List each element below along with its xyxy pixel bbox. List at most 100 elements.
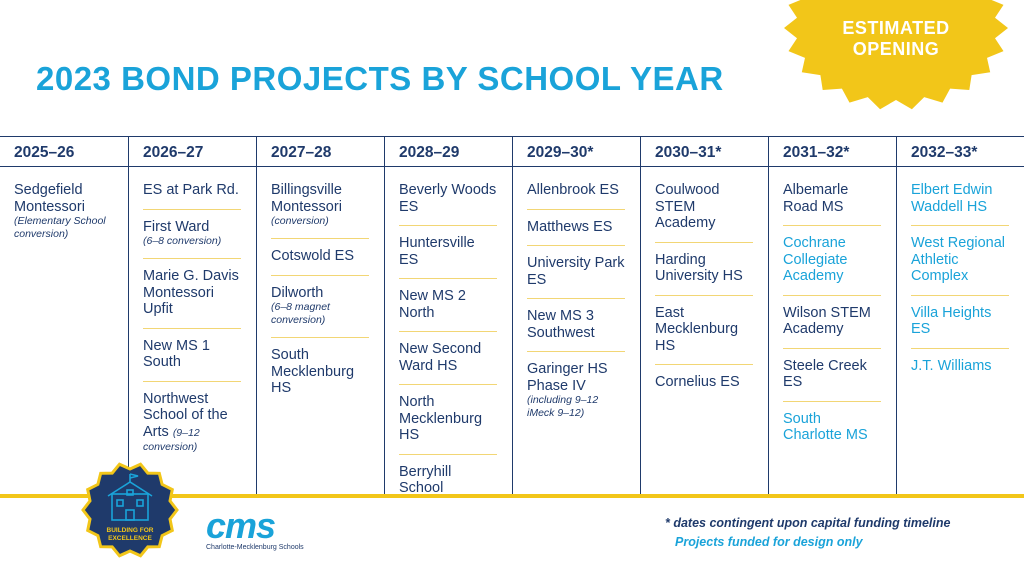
project-name: University Park ES (527, 255, 625, 288)
project-item: Steele Creek ES (783, 358, 881, 402)
project-list: Sedgefield Montessori (Elementary School … (14, 182, 112, 260)
project-item: J.T. Williams (911, 358, 1009, 385)
project-name: Beverly Woods ES (399, 182, 497, 215)
building-for-excellence-seal: BUILDING FOR EXCELLENCE (80, 460, 180, 560)
project-name-text: North Mecklenburg HS (399, 394, 483, 443)
year-header: 2025–26 (14, 144, 75, 161)
project-name: ES at Park Rd. (143, 182, 241, 199)
project-item: New MS 2 North (399, 288, 497, 332)
cms-logo-word: cms (206, 505, 276, 546)
project-name-text: Huntersville ES (399, 235, 475, 268)
project-name: First Ward (143, 219, 241, 236)
project-name-text: Albemarle Road MS (783, 182, 849, 215)
year-header: 2032–33* (911, 144, 978, 161)
project-name-text: First Ward (143, 218, 210, 235)
project-name: North Mecklenburg HS (399, 394, 497, 444)
project-list: Albemarle Road MS Cochrane Collegiate Aca… (783, 182, 881, 463)
year-column: 2031–32* Albemarle Road MS Cochrane Colleg… (768, 137, 896, 494)
project-name: South Mecklenburg HS (271, 347, 369, 397)
project-name-text: Northwest School of the Arts (143, 390, 228, 440)
project-name-text: New MS 3 Southwest (527, 308, 595, 341)
project-item: Allenbrook ES (527, 182, 625, 210)
year-column: 2025–26 Sedgefield Montessori (Elementary … (0, 137, 127, 494)
project-name-text: South Mecklenburg HS (271, 347, 355, 396)
project-list: Billingsville Montessori (conversion) Cots… (271, 182, 369, 416)
project-name: Cochrane Collegiate Academy (783, 235, 881, 285)
year-column: 2026–27 ES at Park Rd. First Ward (6–8 conv… (128, 137, 256, 494)
project-item: Beverly Woods ES (399, 182, 497, 226)
project-name-text: Billingsville Montessori (271, 182, 342, 215)
project-name: Dilworth (271, 285, 369, 302)
project-item: Harding University HS (655, 252, 753, 296)
project-name: South Charlotte MS (783, 411, 881, 444)
project-item: Marie G. Davis Montessori Upfit (143, 268, 241, 329)
project-inline-note: (9–12 (172, 426, 200, 439)
project-item: Northwest School of the Arts (9–12 conver… (143, 391, 241, 465)
project-item: Cochrane Collegiate Academy (783, 235, 881, 296)
project-item: Cornelius ES (655, 374, 753, 401)
project-name: New Second Ward HS (399, 341, 497, 374)
project-item: First Ward (6–8 conversion) (143, 219, 241, 259)
project-item: Wilson STEM Academy (783, 305, 881, 349)
project-name-text: New MS 2 North (399, 288, 466, 321)
project-item: Huntersville ES (399, 235, 497, 279)
project-name-text: Matthews ES (527, 218, 613, 235)
project-name: New MS 2 North (399, 288, 497, 321)
project-item: West Regional Athletic Complex (911, 235, 1009, 296)
project-name: Huntersville ES (399, 235, 497, 268)
project-list: Coulwood STEM Academy Harding University … (655, 182, 753, 410)
project-item: New Second Ward HS (399, 341, 497, 385)
year-header: 2029–30* (527, 144, 594, 161)
project-name: Sedgefield Montessori (14, 182, 112, 215)
project-name-text: New Second Ward HS (399, 341, 482, 374)
year-header: 2026–27 (143, 144, 204, 161)
project-name: West Regional Athletic Complex (911, 235, 1009, 285)
cms-logo: cms Charlotte-Mecklenburg Schools (206, 505, 304, 552)
project-name-text: Beverly Woods ES (399, 182, 497, 215)
seal-text-line-1: BUILDING FOR (107, 527, 154, 534)
project-name-text: New MS 1 South (143, 337, 210, 371)
badge-line-2: OPENING (852, 39, 940, 59)
starburst-badge-shape (784, 0, 1008, 110)
project-name: J.T. Williams (911, 358, 1009, 375)
year-column: 2028–29 Beverly Woods ES Huntersville ES Ne… (384, 137, 512, 496)
project-list: Elbert Edwin Waddell HS West Regional Ath… (911, 182, 1009, 393)
page-title: 2023 BOND PROJECTS BY SCHOOL YEAR (36, 60, 724, 97)
project-item: Dilworth (6–8 magnet conversion) (271, 285, 369, 338)
footnote-design-only: Projects funded for design only (675, 535, 863, 549)
year-column: 2032–33* Elbert Edwin Waddell HS West Regi… (896, 137, 1024, 494)
project-name: Coulwood STEM Academy (655, 182, 753, 232)
project-name: Harding University HS (655, 252, 753, 285)
project-name-text: Cochrane Collegiate Academy (783, 235, 848, 284)
project-name: Cotswold ES (271, 248, 369, 265)
project-name-text: Villa Heights ES (911, 304, 992, 338)
bottom-accent-bar (0, 494, 1024, 498)
project-name-text: West Regional Athletic Complex (911, 235, 1006, 284)
project-name-text: Garinger HS Phase IV (527, 361, 608, 394)
project-name: Elbert Edwin Waddell HS (911, 182, 1009, 215)
footnote-contingent: * dates contingent upon capital funding … (665, 516, 951, 530)
project-name: Albemarle Road MS (783, 182, 881, 215)
project-item: Coulwood STEM Academy (655, 182, 753, 243)
project-item: South Charlotte MS (783, 411, 881, 454)
project-name-text: Harding University HS (655, 251, 743, 285)
project-name: New MS 1 South (143, 338, 241, 371)
project-name: Berryhill School (399, 464, 497, 497)
project-name-text: Elbert Edwin Waddell HS (911, 182, 993, 215)
seal-text-line-2: EXCELLENCE (108, 535, 152, 542)
project-name-text: J.T. Williams (911, 357, 992, 374)
project-name: Wilson STEM Academy (783, 305, 881, 338)
project-name-text: Dilworth (271, 284, 324, 301)
project-item: Cotswold ES (271, 248, 369, 276)
project-list: ES at Park Rd. First Ward (6–8 conversion)… (143, 182, 241, 473)
year-column: 2027–28 Billingsville Montessori (conversi… (256, 137, 384, 494)
project-item: East Mecklenburg HS (655, 305, 753, 365)
project-name: Matthews ES (527, 219, 625, 236)
project-list: Beverly Woods ES Huntersville ES New MS 2 … (399, 182, 497, 516)
table-top-rule (0, 136, 1024, 137)
project-name-text: South Charlotte MS (783, 410, 868, 444)
project-item: South Mecklenburg HS (271, 347, 369, 407)
project-name: Allenbrook ES (527, 182, 625, 199)
badge-line-1: ESTIMATED (842, 18, 950, 38)
project-note: conversion) (143, 441, 198, 453)
